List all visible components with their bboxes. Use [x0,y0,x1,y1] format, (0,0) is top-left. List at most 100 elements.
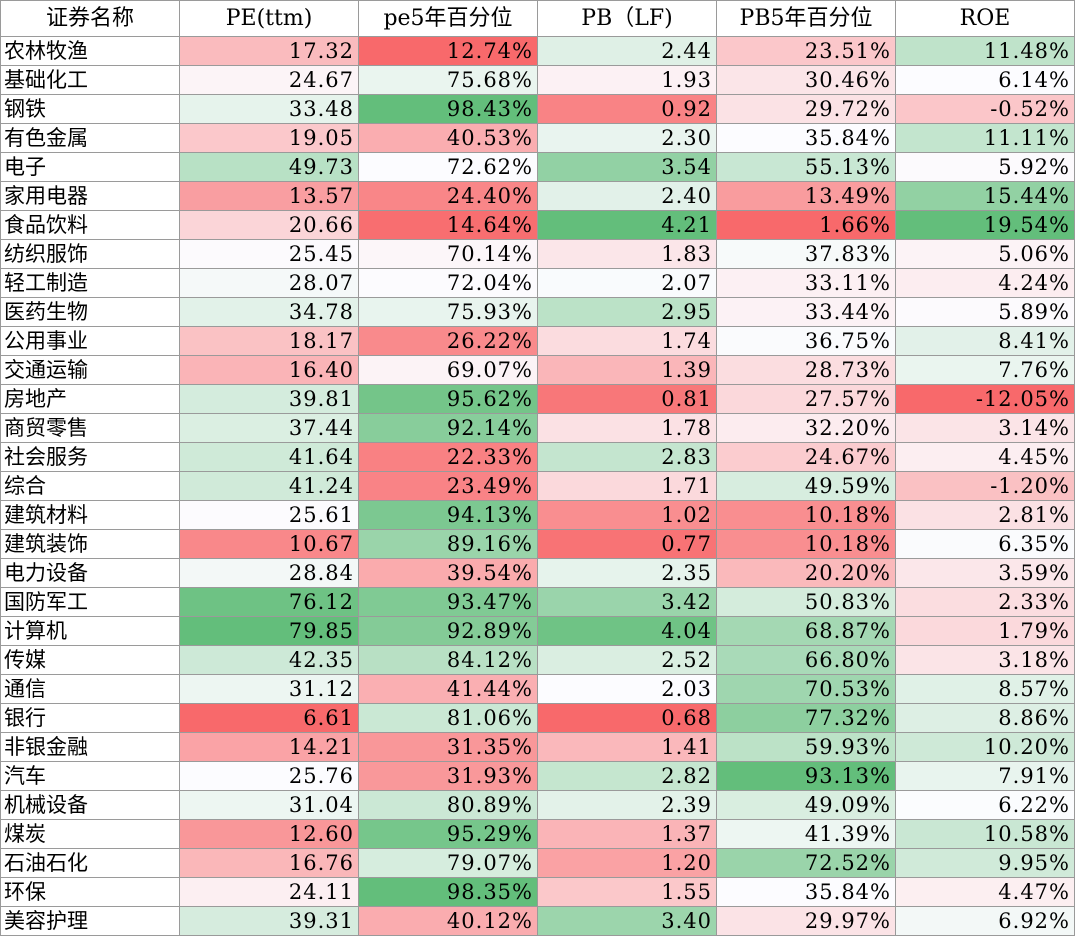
cell-name[interactable]: 房地产 [0,384,180,414]
cell-pe-5y-percentile[interactable]: 24.40% [358,181,538,211]
cell-roe[interactable]: 6.14% [895,65,1075,95]
cell-pe-ttm[interactable]: 16.40 [179,355,359,385]
cell-pe-5y-percentile[interactable]: 72.04% [358,268,538,298]
cell-roe[interactable]: 2.81% [895,500,1075,530]
cell-pe-5y-percentile[interactable]: 98.43% [358,94,538,124]
cell-pe-5y-percentile[interactable]: 94.13% [358,500,538,530]
cell-pe-ttm[interactable]: 25.61 [179,500,359,530]
cell-pb-lf[interactable]: 1.20 [537,848,717,878]
cell-roe[interactable]: 11.11% [895,123,1075,153]
header-cell-pb-lf[interactable]: PB（LF) [537,0,717,37]
cell-roe[interactable]: 6.92% [895,906,1075,936]
cell-pb-5y-percentile[interactable]: 49.59% [716,471,896,501]
cell-pe-5y-percentile[interactable]: 26.22% [358,326,538,356]
cell-pb-lf[interactable]: 1.02 [537,500,717,530]
cell-pe-ttm[interactable]: 41.24 [179,471,359,501]
cell-pb-5y-percentile[interactable]: 1.66% [716,210,896,240]
cell-pe-5y-percentile[interactable]: 95.29% [358,819,538,849]
cell-pb-lf[interactable]: 0.92 [537,94,717,124]
cell-pe-ttm[interactable]: 24.67 [179,65,359,95]
cell-name[interactable]: 钢铁 [0,94,180,124]
cell-pb-5y-percentile[interactable]: 20.20% [716,558,896,588]
cell-pb-5y-percentile[interactable]: 28.73% [716,355,896,385]
cell-pb-lf[interactable]: 1.93 [537,65,717,95]
cell-pe-ttm[interactable]: 20.66 [179,210,359,240]
cell-name[interactable]: 美容护理 [0,906,180,936]
cell-name[interactable]: 通信 [0,674,180,704]
cell-pb-lf[interactable]: 0.77 [537,529,717,559]
cell-pe-ttm[interactable]: 18.17 [179,326,359,356]
cell-roe[interactable]: 6.35% [895,529,1075,559]
cell-pb-lf[interactable]: 2.39 [537,790,717,820]
cell-pe-5y-percentile[interactable]: 70.14% [358,239,538,269]
cell-pb-5y-percentile[interactable]: 10.18% [716,529,896,559]
cell-roe[interactable]: 6.22% [895,790,1075,820]
cell-pe-ttm[interactable]: 28.84 [179,558,359,588]
cell-pe-ttm[interactable]: 19.05 [179,123,359,153]
cell-pb-5y-percentile[interactable]: 77.32% [716,703,896,733]
cell-pe-5y-percentile[interactable]: 31.93% [358,761,538,791]
cell-pb-5y-percentile[interactable]: 10.18% [716,500,896,530]
cell-pe-5y-percentile[interactable]: 72.62% [358,152,538,182]
cell-pb-lf[interactable]: 2.52 [537,645,717,675]
cell-pb-5y-percentile[interactable]: 68.87% [716,616,896,646]
cell-pe-ttm[interactable]: 31.12 [179,674,359,704]
cell-pb-lf[interactable]: 1.39 [537,355,717,385]
cell-pb-lf[interactable]: 2.95 [537,297,717,327]
cell-name[interactable]: 银行 [0,703,180,733]
cell-name[interactable]: 传媒 [0,645,180,675]
cell-name[interactable]: 计算机 [0,616,180,646]
cell-pe-ttm[interactable]: 25.76 [179,761,359,791]
cell-pe-ttm[interactable]: 10.67 [179,529,359,559]
cell-name[interactable]: 电力设备 [0,558,180,588]
cell-pe-ttm[interactable]: 12.60 [179,819,359,849]
cell-pe-ttm[interactable]: 79.85 [179,616,359,646]
cell-pb-5y-percentile[interactable]: 50.83% [716,587,896,617]
cell-roe[interactable]: -0.52% [895,94,1075,124]
cell-pe-5y-percentile[interactable]: 75.93% [358,297,538,327]
cell-pb-5y-percentile[interactable]: 59.93% [716,732,896,762]
cell-pb-lf[interactable]: 2.40 [537,181,717,211]
cell-pe-ttm[interactable]: 49.73 [179,152,359,182]
cell-name[interactable]: 商贸零售 [0,413,180,443]
cell-roe[interactable]: 5.92% [895,152,1075,182]
cell-pe-5y-percentile[interactable]: 22.33% [358,442,538,472]
cell-pe-5y-percentile[interactable]: 31.35% [358,732,538,762]
cell-pe-ttm[interactable]: 42.35 [179,645,359,675]
cell-roe[interactable]: 1.79% [895,616,1075,646]
cell-name[interactable]: 电子 [0,152,180,182]
cell-roe[interactable]: 15.44% [895,181,1075,211]
cell-name[interactable]: 社会服务 [0,442,180,472]
cell-pe-ttm[interactable]: 13.57 [179,181,359,211]
cell-pb-5y-percentile[interactable]: 30.46% [716,65,896,95]
cell-pe-ttm[interactable]: 16.76 [179,848,359,878]
cell-pe-5y-percentile[interactable]: 79.07% [358,848,538,878]
cell-roe[interactable]: 3.18% [895,645,1075,675]
header-cell-name[interactable]: 证券名称 [0,0,180,37]
cell-pe-5y-percentile[interactable]: 93.47% [358,587,538,617]
cell-roe[interactable]: 3.59% [895,558,1075,588]
cell-pb-lf[interactable]: 1.74 [537,326,717,356]
cell-roe[interactable]: 9.95% [895,848,1075,878]
cell-roe[interactable]: 5.89% [895,297,1075,327]
cell-pb-lf[interactable]: 4.04 [537,616,717,646]
cell-pe-5y-percentile[interactable]: 80.89% [358,790,538,820]
cell-pe-ttm[interactable]: 37.44 [179,413,359,443]
cell-pb-lf[interactable]: 2.07 [537,268,717,298]
cell-name[interactable]: 纺织服饰 [0,239,180,269]
cell-roe[interactable]: 8.57% [895,674,1075,704]
cell-name[interactable]: 家用电器 [0,181,180,211]
cell-roe[interactable]: 2.33% [895,587,1075,617]
cell-pb-5y-percentile[interactable]: 93.13% [716,761,896,791]
cell-pb-lf[interactable]: 2.30 [537,123,717,153]
cell-name[interactable]: 环保 [0,877,180,907]
cell-pb-lf[interactable]: 3.54 [537,152,717,182]
cell-pe-5y-percentile[interactable]: 95.62% [358,384,538,414]
cell-pe-5y-percentile[interactable]: 81.06% [358,703,538,733]
cell-roe[interactable]: 8.41% [895,326,1075,356]
cell-name[interactable]: 轻工制造 [0,268,180,298]
cell-name[interactable]: 石油石化 [0,848,180,878]
cell-roe[interactable]: 10.58% [895,819,1075,849]
cell-pb-lf[interactable]: 0.81 [537,384,717,414]
cell-name[interactable]: 国防军工 [0,587,180,617]
